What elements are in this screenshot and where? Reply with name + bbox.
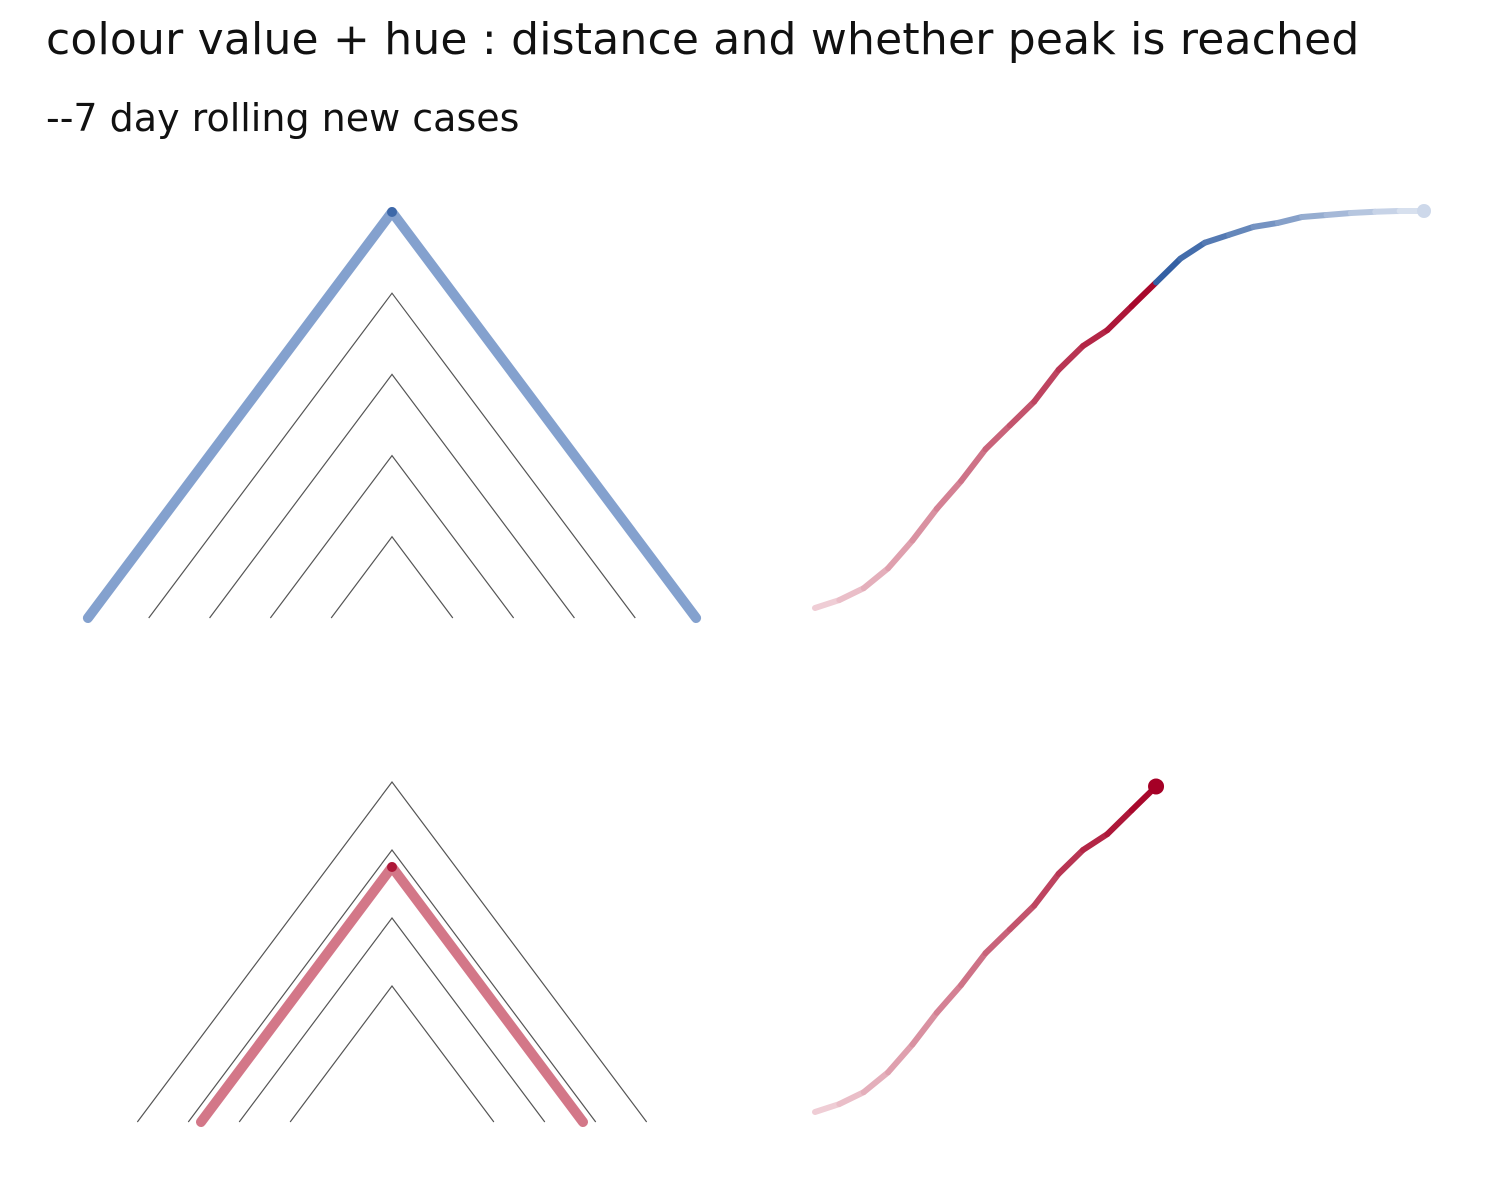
curve-segment-12	[1079, 831, 1111, 853]
curve-segment-22	[1323, 209, 1354, 218]
curve-segment-6	[933, 477, 965, 512]
curve-segment-7	[958, 446, 989, 484]
curve-segment-13	[1104, 303, 1135, 334]
curve-segment-24	[1372, 208, 1403, 215]
curve-segment-5	[909, 505, 940, 544]
curve-segment-4	[885, 1041, 916, 1076]
reference-triangle-1	[148, 292, 636, 619]
curve-segment-10	[1031, 366, 1062, 405]
curve-segment-9	[1006, 902, 1038, 933]
curve-segment-11	[1055, 342, 1086, 373]
reference-triangle-3	[238, 916, 546, 1123]
curve-segment-13	[1104, 807, 1135, 838]
highlight-triangle	[82, 207, 702, 623]
reference-triangle-3	[269, 454, 515, 619]
panel-bottom-right	[812, 778, 1165, 1115]
curve-segment-23	[1347, 208, 1379, 216]
curve-segment-1	[812, 1101, 843, 1115]
reference-triangle-1	[136, 780, 648, 1123]
curve-segment-16	[1177, 239, 1208, 262]
curve-segment-12	[1079, 327, 1111, 349]
curve-segment-8	[982, 422, 1013, 453]
curve-segment-11	[1055, 846, 1086, 877]
reference-triangle-4	[330, 535, 454, 619]
chart-subtitle: --7 day rolling new cases	[46, 96, 520, 140]
curve-segment-4	[885, 537, 916, 572]
peak-marker	[387, 207, 397, 217]
curve-segment-15	[1153, 255, 1184, 286]
curve-segment-1	[812, 597, 843, 611]
curve-segment-10	[1031, 870, 1062, 909]
curve-segment-19	[1250, 219, 1281, 230]
chart-title: colour value + hue : distance and whethe…	[46, 14, 1360, 65]
curve-segment-3	[860, 565, 892, 592]
curve-segment-17	[1201, 231, 1233, 246]
curve-end-point	[1148, 778, 1165, 795]
curve-segment-2	[836, 585, 867, 604]
curve-segment-9	[1006, 398, 1038, 429]
curve-segment-3	[860, 1069, 892, 1096]
curve-segment-21	[1299, 211, 1330, 220]
curve-segment-2	[836, 1089, 867, 1108]
reference-triangle-2	[187, 848, 597, 1123]
panel-top-right	[812, 204, 1431, 611]
peak-marker	[387, 862, 397, 872]
curve-segment-8	[982, 926, 1013, 957]
panel-top-left	[82, 207, 702, 623]
highlight-triangle	[196, 862, 588, 1127]
panel-bottom-left	[136, 780, 648, 1127]
reference-triangle-4	[289, 984, 495, 1123]
curve-segment-7	[958, 950, 989, 988]
curve-segment-14	[1128, 279, 1160, 310]
curve-end-point	[1417, 204, 1431, 218]
reference-triangle-2	[209, 373, 575, 619]
curve-segment-6	[933, 981, 965, 1016]
curve-segment-5	[909, 1009, 940, 1048]
curve-segment-20	[1274, 213, 1306, 226]
curve-segment-18	[1226, 223, 1257, 238]
